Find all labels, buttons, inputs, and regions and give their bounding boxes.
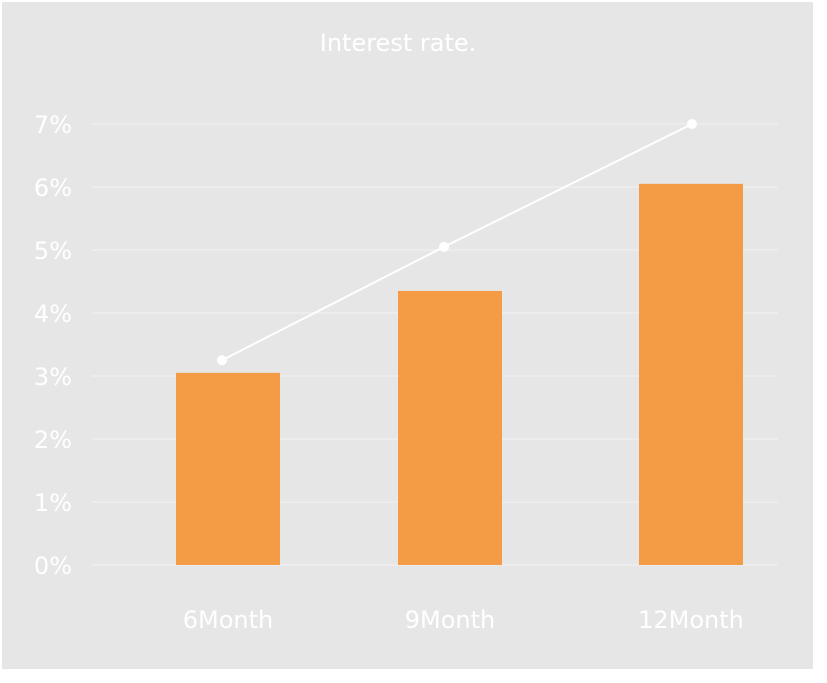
- y-tick-label: 1%: [34, 489, 72, 517]
- y-tick-label: 3%: [34, 363, 72, 391]
- bar-series: [176, 183, 743, 565]
- chart-title: Interest rate.: [320, 29, 477, 57]
- y-tick-label: 6%: [34, 174, 72, 202]
- y-tick-label: 4%: [34, 300, 72, 328]
- y-tick-label: 2%: [34, 426, 72, 454]
- line-point-12month: [687, 119, 697, 129]
- bar-12month: [639, 183, 743, 565]
- y-tick-label: 7%: [34, 111, 72, 139]
- x-tick-label: 6Month: [183, 606, 274, 634]
- bar-9month: [398, 290, 502, 565]
- y-axis: 0% 1% 2% 3% 4% 5% 6% 7%: [34, 111, 72, 580]
- line-point-9month: [439, 241, 449, 252]
- x-tick-label: 9Month: [405, 606, 496, 634]
- line-point-6month: [217, 355, 227, 366]
- x-tick-label: 12Month: [638, 606, 744, 634]
- line-series: [217, 119, 697, 366]
- x-axis: 6Month 9Month 12Month: [183, 606, 744, 634]
- bar-6month: [176, 372, 280, 565]
- y-tick-label: 5%: [34, 237, 72, 265]
- y-tick-label: 0%: [34, 552, 72, 580]
